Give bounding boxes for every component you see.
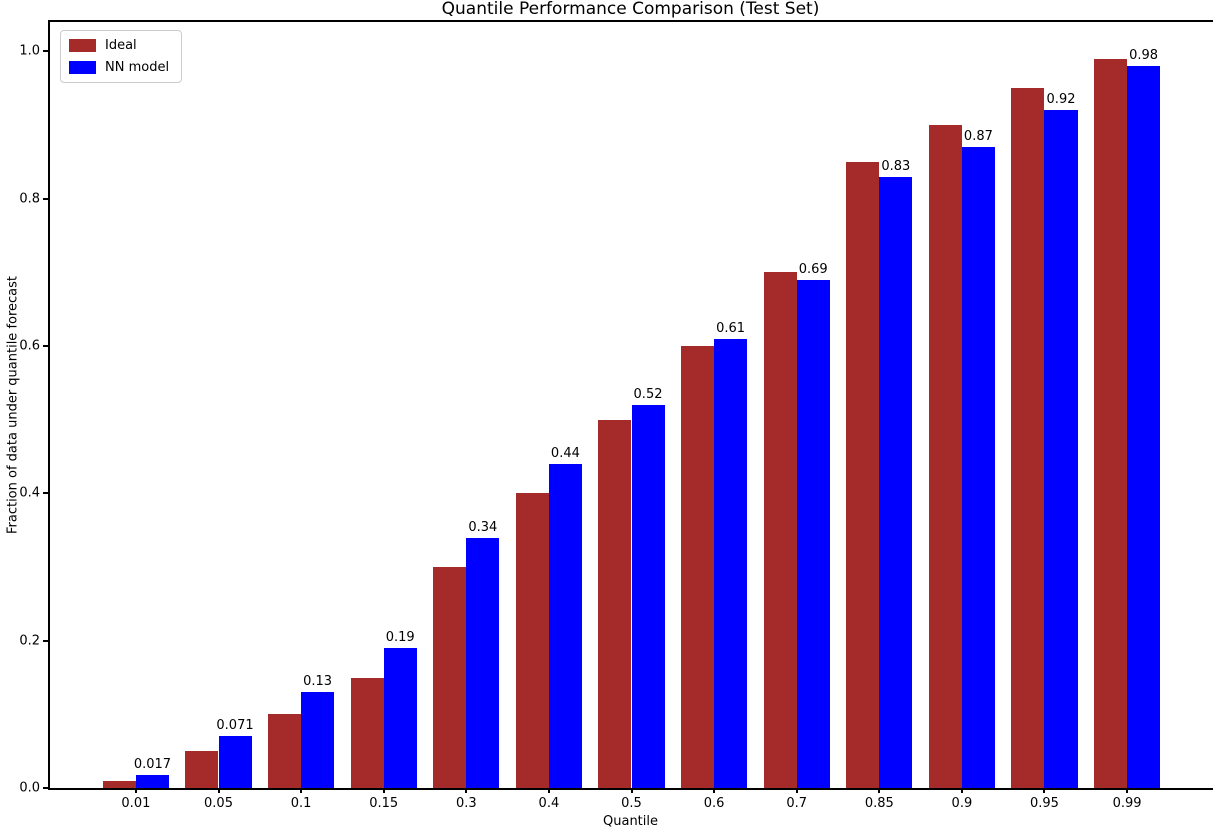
y-tick-mark xyxy=(43,197,48,200)
x-tick-mark xyxy=(795,788,798,793)
bar-value-label: 0.071 xyxy=(216,717,254,733)
x-tick-mark xyxy=(465,788,468,793)
x-tick-label: 0.9 xyxy=(951,796,973,811)
y-tick-mark xyxy=(43,492,48,495)
bar-ideal xyxy=(681,346,715,788)
y-axis-label: Fraction of data under quantile forecast xyxy=(5,275,21,535)
y-tick-label: 0.4 xyxy=(19,485,40,501)
y-tick-label: 1.0 xyxy=(19,43,40,59)
x-tick-label: 0.7 xyxy=(786,796,808,811)
legend-item-nn-model: NN model xyxy=(69,60,169,75)
x-tick-label: 0.15 xyxy=(369,796,399,811)
bar-value-label: 0.19 xyxy=(385,630,415,646)
bar-nn-model xyxy=(961,147,995,788)
x-tick-mark xyxy=(713,788,716,793)
legend-label-ideal: Ideal xyxy=(105,38,137,53)
y-tick-label: 0.6 xyxy=(19,338,40,354)
x-tick-mark xyxy=(300,788,303,793)
bar-nn-model xyxy=(1044,110,1078,788)
y-tick-mark xyxy=(43,787,48,789)
bar-value-label: 0.44 xyxy=(550,445,580,461)
legend-label-nn-model: NN model xyxy=(105,60,170,75)
bar-ideal xyxy=(598,419,632,788)
x-tick-mark xyxy=(960,788,963,793)
x-tick-label: 0.05 xyxy=(204,796,233,811)
bar-nn-model xyxy=(714,338,748,788)
y-tick-mark xyxy=(43,50,48,53)
bar-ideal xyxy=(102,780,136,788)
legend-swatch-ideal xyxy=(69,39,96,52)
x-tick-label: 0.6 xyxy=(703,796,725,811)
legend-swatch-nn-model xyxy=(69,61,96,74)
bar-value-label: 0.69 xyxy=(798,261,828,277)
y-tick-label: 0.2 xyxy=(19,633,40,649)
x-tick-mark xyxy=(382,788,385,793)
x-axis-label: Quantile xyxy=(603,814,658,829)
bar-ideal xyxy=(185,751,219,788)
x-tick-mark xyxy=(1043,788,1046,793)
bar-value-label: 0.87 xyxy=(963,129,993,145)
bar-nn-model xyxy=(1127,66,1161,788)
bar-nn-model xyxy=(796,279,830,788)
x-tick-label: 0.01 xyxy=(121,796,151,811)
bar-nn-model xyxy=(135,775,169,788)
x-tick-label: 0.3 xyxy=(455,796,477,811)
bar-value-label: 0.92 xyxy=(1046,92,1076,108)
bar-ideal xyxy=(846,161,880,788)
bar-ideal xyxy=(1094,58,1128,788)
y-tick-label: 0.0 xyxy=(19,780,40,796)
y-tick-mark xyxy=(43,639,48,642)
bar-nn-model xyxy=(466,537,500,788)
bar-value-label: 0.61 xyxy=(716,320,746,336)
legend: Ideal NN model xyxy=(60,30,183,83)
bar-nn-model xyxy=(301,692,335,788)
bar-value-label: 0.34 xyxy=(468,519,498,535)
bar-value-label: 0.83 xyxy=(881,158,911,174)
bar-ideal xyxy=(928,125,962,788)
bar-value-label: 0.017 xyxy=(133,757,172,773)
x-tick-label: 0.99 xyxy=(1112,796,1142,811)
bar-value-label: 0.98 xyxy=(1129,48,1159,64)
x-tick-mark xyxy=(134,788,137,793)
x-tick-label: 0.5 xyxy=(621,796,642,811)
bar-nn-model xyxy=(548,463,582,788)
bar-ideal xyxy=(763,272,797,788)
bar-ideal xyxy=(1011,88,1045,788)
x-tick-mark xyxy=(217,788,220,793)
x-tick-mark xyxy=(630,788,633,793)
bar-ideal xyxy=(433,567,467,788)
bar-ideal xyxy=(350,677,384,788)
x-tick-label: 0.85 xyxy=(864,796,894,811)
x-tick-mark xyxy=(878,788,881,793)
x-tick-mark xyxy=(547,788,550,793)
bar-ideal xyxy=(515,493,549,788)
x-tick-label: 0.4 xyxy=(538,796,560,811)
x-tick-label: 0.1 xyxy=(290,796,312,811)
bar-value-label: 0.52 xyxy=(633,387,663,402)
x-tick-label: 0.95 xyxy=(1030,796,1059,811)
bar-nn-model xyxy=(631,405,665,788)
bar-nn-model xyxy=(383,648,417,788)
bar-nn-model xyxy=(218,735,252,788)
chart-title: Quantile Performance Comparison (Test Se… xyxy=(441,0,820,19)
plot-area: Ideal NN model 0.0 0.2 0.4 0.6 0.8 1.0 0.01 0.0… xyxy=(19,20,1213,811)
y-tick-mark xyxy=(43,345,48,348)
y-tick-label: 0.8 xyxy=(19,191,40,207)
bar-value-label: 0.13 xyxy=(303,674,333,690)
bar-nn-model xyxy=(879,176,913,788)
bar-ideal xyxy=(268,714,302,788)
x-tick-mark xyxy=(1126,788,1129,793)
legend-item-ideal: Ideal xyxy=(69,38,169,53)
